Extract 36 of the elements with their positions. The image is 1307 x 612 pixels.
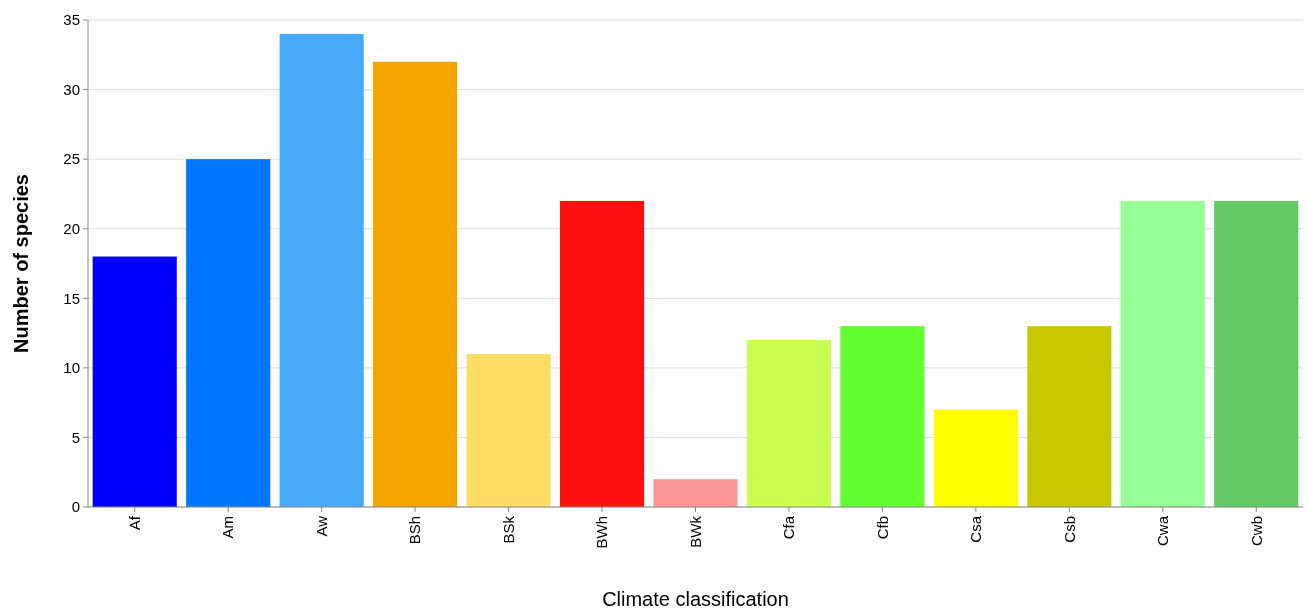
y-tick-label: 25	[63, 150, 80, 168]
bar	[653, 479, 738, 507]
y-tick-label: 10	[63, 359, 80, 377]
x-tick-label: Cfa	[780, 515, 798, 540]
bar	[746, 340, 832, 507]
y-tick-label: 0	[71, 498, 80, 516]
x-tick-label: BSk	[499, 515, 517, 544]
bar	[933, 409, 1018, 507]
bar	[466, 353, 551, 507]
bar	[1214, 200, 1299, 507]
bar	[279, 33, 364, 507]
y-tick-label: 30	[63, 80, 80, 98]
bar	[92, 256, 177, 507]
x-tick-label: BWk	[686, 515, 704, 548]
x-tick-label: Csa	[967, 515, 985, 543]
bar	[1027, 326, 1112, 507]
bar	[373, 61, 458, 507]
x-tick-label: Cwa	[1154, 515, 1172, 547]
x-tick-label: Am	[219, 516, 237, 539]
x-tick-label: Aw	[312, 515, 330, 537]
bar	[1120, 200, 1205, 507]
y-tick-label: 15	[63, 289, 80, 307]
bar	[186, 159, 271, 507]
y-tick-label: 35	[63, 11, 80, 29]
y-axis-title: Number of species	[10, 174, 32, 353]
x-tick-label: Csb	[1060, 516, 1078, 543]
x-tick-label: Af	[125, 515, 143, 531]
y-tick-label: 5	[71, 428, 80, 446]
x-tick-label: BWh	[593, 516, 611, 549]
x-tick-label: BSh	[406, 516, 424, 545]
y-tick-label: 20	[63, 219, 80, 237]
x-tick-label: Cfb	[873, 516, 891, 540]
bar	[840, 326, 925, 507]
x-tick-label: Cwb	[1247, 516, 1265, 547]
bar	[559, 200, 645, 507]
x-axis-title: Climate classification	[602, 588, 789, 610]
